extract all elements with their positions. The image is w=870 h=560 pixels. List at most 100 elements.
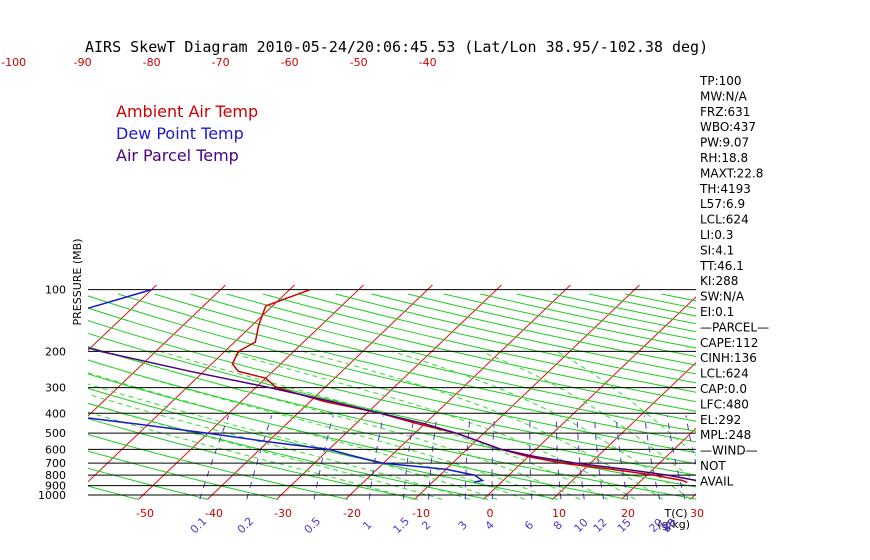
index-entry: —WIND— (700, 444, 758, 458)
mixing-ratio-line (491, 415, 496, 500)
dry-adiabat (480, 293, 696, 341)
top-temp-tick-label: -100 (1, 56, 26, 69)
isotherm-line (88, 284, 157, 351)
index-entry: LI:0.3 (700, 228, 733, 242)
dry-adiabat (88, 320, 696, 465)
index-entry: MAXT:22.8 (700, 166, 763, 180)
pressure-tick-label: 100 (45, 284, 66, 297)
index-entry: SW:N/A (700, 290, 745, 304)
bottom-temp-tick-label: -10 (412, 507, 430, 520)
x-axis-label: T(C) (664, 507, 688, 520)
top-temp-tick-label: -60 (281, 56, 299, 69)
index-entry: CINH:136 (700, 351, 757, 365)
dry-adiabat (88, 418, 419, 500)
y-axis-label: PRESSURE (MB) (71, 239, 84, 326)
mixing-ratio-tick-label: 10 (572, 516, 591, 535)
series-layer (88, 288, 696, 484)
dry-adiabat (88, 467, 209, 500)
top-temp-tick-label: -40 (419, 56, 437, 69)
index-entry: L57:6.9 (700, 197, 745, 211)
dry-adiabat (443, 293, 696, 349)
index-entry: AVAIL (700, 474, 734, 488)
isotherm-line (88, 284, 295, 483)
dry-adiabat (88, 434, 349, 500)
mixing-ratio-tick-label: 12 (591, 516, 610, 535)
top-temp-tick-label: -90 (74, 56, 92, 69)
moist-adiabat (480, 350, 696, 483)
mixing-ratio-line (685, 415, 696, 466)
bottom-temp-tick-label: -20 (343, 507, 361, 520)
dry-adiabat (88, 450, 279, 500)
moist-adiabat (391, 350, 691, 500)
index-entry: EI:0.1 (700, 305, 734, 319)
pressure-tick-label: 400 (45, 407, 66, 420)
legend-entry: Ambient Air Temp (116, 102, 258, 121)
index-entry: FRZ:631 (700, 105, 750, 119)
index-entry: TH:4193 (699, 182, 751, 196)
pressure-tick-label: 200 (45, 345, 66, 358)
index-entry: RH:18.8 (700, 151, 748, 165)
dry-adiabat (88, 345, 696, 488)
mixing-ratio-tick-label: 2 (419, 518, 433, 532)
mixing-ratio-line (666, 415, 686, 500)
legend: Ambient Air Temp Dew Point Temp Air Parcel… (116, 102, 258, 165)
index-entry: LFC:480 (700, 397, 749, 411)
moist-adiabat (224, 350, 636, 500)
mixing-ratio-line (576, 415, 585, 500)
index-entry: MW:N/A (700, 89, 748, 103)
bottom-temp-tick-label: -50 (136, 507, 154, 520)
mixing-ratio-tick-label: 6 (522, 518, 536, 532)
index-entry: WBO:437 (700, 120, 756, 134)
mixing-ratio-line (368, 415, 384, 500)
moist-adiabat (105, 350, 581, 500)
bottom-temp-tick-label: 20 (621, 507, 635, 520)
moist-adiabat (88, 393, 470, 500)
index-entry: —PARCEL— (700, 320, 769, 334)
isotherm-line (88, 284, 226, 417)
mixing-ratio-tick-label: 4 (483, 518, 497, 532)
mixing-ratio-line (594, 415, 605, 500)
bottom-temp-tick-label: 30 (690, 507, 704, 520)
isotherm-line (0, 285, 18, 499)
index-entry: KI:288 (700, 274, 738, 288)
mixing-ratio-tick-label: 8 (551, 518, 565, 532)
index-entry: NOT (700, 459, 726, 473)
mixing-ratio-tick-label: 3 (456, 518, 470, 532)
pressure-tick-label: 500 (45, 427, 66, 440)
isotherm-line (345, 284, 571, 500)
bottom-temp-tick-label: 10 (552, 507, 566, 520)
moist-adiabat (88, 372, 526, 500)
mixing-ratio-line (615, 415, 629, 500)
legend-entry: Air Parcel Temp (116, 146, 239, 165)
top-temp-tick-label: -80 (143, 56, 161, 69)
mixing-ratio-line (529, 415, 533, 500)
pressure-lines (88, 289, 696, 496)
dry-adiabat (88, 402, 488, 500)
index-entry: TP:100 (699, 74, 742, 88)
dry-adiabat (262, 293, 696, 393)
mixing-ratio-tick-label: 0.2 (235, 515, 257, 537)
index-entry: TT:46.1 (699, 259, 744, 273)
top-temp-tick-label: -70 (212, 56, 230, 69)
index-entry: MPL:248 (700, 428, 751, 442)
dry-adiabat (226, 293, 696, 403)
pressure-tick-label: 300 (45, 382, 66, 395)
index-entry: EL:292 (700, 413, 741, 427)
mixing-ratio-line (313, 415, 334, 500)
series-line-2 (88, 288, 485, 483)
mixing-ratio-line (402, 415, 415, 500)
mixing-ratio-tick-label: 1.5 (391, 515, 413, 537)
moist-adiabat (88, 411, 415, 500)
series-line-3 (88, 347, 696, 482)
mixing-ratio-line (644, 415, 661, 500)
dry-adiabat (299, 293, 696, 384)
dry-adiabat (88, 373, 628, 500)
mixing-ratio-line (555, 415, 562, 500)
mixing-ratio-line (428, 415, 438, 500)
index-entry: LCL:624 (700, 367, 749, 381)
index-entry: CAP:0.0 (700, 382, 747, 396)
dry-adiabat (88, 295, 696, 443)
dry-adiabat (88, 332, 696, 476)
